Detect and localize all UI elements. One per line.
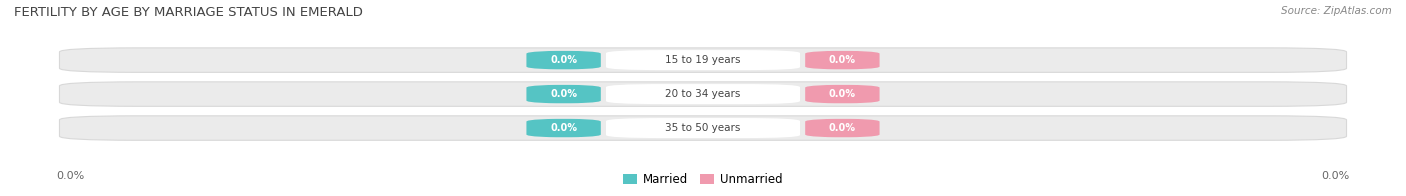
FancyBboxPatch shape [526,51,600,70]
Text: 0.0%: 0.0% [830,89,856,99]
Text: 20 to 34 years: 20 to 34 years [665,89,741,99]
Text: 0.0%: 0.0% [550,123,576,133]
FancyBboxPatch shape [806,51,880,70]
Text: 15 to 19 years: 15 to 19 years [665,55,741,65]
Text: FERTILITY BY AGE BY MARRIAGE STATUS IN EMERALD: FERTILITY BY AGE BY MARRIAGE STATUS IN E… [14,6,363,19]
FancyBboxPatch shape [806,84,880,104]
Text: 0.0%: 0.0% [830,123,856,133]
FancyBboxPatch shape [526,119,600,138]
Text: Source: ZipAtlas.com: Source: ZipAtlas.com [1281,6,1392,16]
FancyBboxPatch shape [59,82,1347,106]
Text: 35 to 50 years: 35 to 50 years [665,123,741,133]
FancyBboxPatch shape [806,119,880,138]
Text: 0.0%: 0.0% [56,171,84,181]
FancyBboxPatch shape [59,48,1347,72]
Text: 0.0%: 0.0% [1322,171,1350,181]
FancyBboxPatch shape [606,50,800,70]
FancyBboxPatch shape [526,84,600,104]
FancyBboxPatch shape [59,116,1347,140]
Legend: Married, Unmarried: Married, Unmarried [623,173,783,186]
Text: 0.0%: 0.0% [550,55,576,65]
Text: 0.0%: 0.0% [550,89,576,99]
FancyBboxPatch shape [606,118,800,138]
Text: 0.0%: 0.0% [830,55,856,65]
FancyBboxPatch shape [606,84,800,104]
